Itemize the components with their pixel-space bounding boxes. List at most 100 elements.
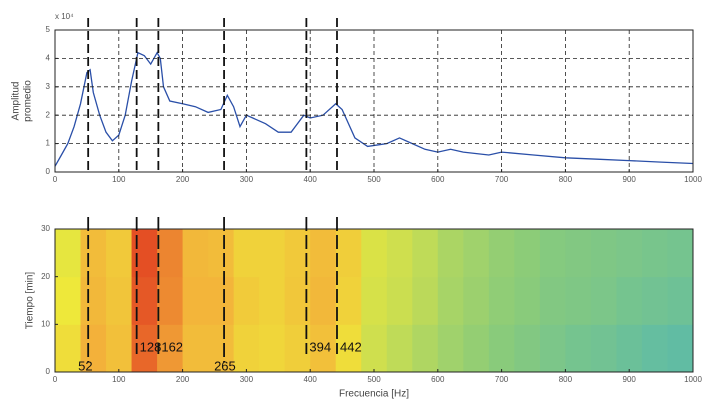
heat-cell [590, 229, 617, 278]
plot-frame [54, 29, 694, 173]
heat-cell [565, 229, 592, 278]
heat-cell [590, 324, 617, 373]
heat-cell [106, 276, 133, 325]
x-tick-label: 600 [431, 175, 445, 184]
heat-cell [259, 276, 286, 325]
heat-cell [514, 324, 541, 373]
heat-cell [361, 229, 388, 278]
heat-cell [335, 229, 362, 278]
x-tick-label: 900 [623, 375, 637, 384]
y-multiplier: x 10⁴ [55, 12, 74, 21]
heat-cell [80, 229, 107, 278]
heat-cell [641, 276, 668, 325]
heat-cell [616, 276, 643, 325]
marker-label: 442 [340, 339, 362, 354]
heat-cell [208, 276, 235, 325]
heat-cell [514, 276, 541, 325]
heat-cell [233, 324, 260, 373]
plot-frame [54, 228, 694, 373]
heat-cell [80, 276, 107, 325]
heat-cell [565, 324, 592, 373]
x-tick-label: 400 [304, 375, 318, 384]
heat-cell [437, 324, 464, 373]
heat-cell [335, 324, 362, 373]
heat-cell [412, 229, 439, 278]
marker-label: 162 [161, 339, 183, 354]
x-tick-label: 800 [559, 175, 573, 184]
heat-cell [463, 276, 490, 325]
x-tick-label: 300 [240, 375, 254, 384]
heat-cell [131, 229, 158, 278]
y-tick-label: 0 [46, 367, 51, 376]
heat-cell [55, 324, 82, 373]
heat-cell [310, 276, 337, 325]
heat-cell [386, 324, 413, 373]
heat-cell [106, 229, 133, 278]
heat-cell [208, 229, 235, 278]
marker-label: 52 [78, 358, 92, 373]
heat-cell [641, 324, 668, 373]
heat-cell [335, 276, 362, 325]
heat-cell [157, 324, 184, 373]
heat-cell [310, 229, 337, 278]
x-tick-label: 700 [495, 175, 509, 184]
y-axis-label: Amplitud [11, 82, 22, 121]
marker-label: 128 [140, 339, 162, 354]
marker-label: 394 [309, 339, 331, 354]
heat-cell [208, 324, 235, 373]
heat-cell [412, 324, 439, 373]
y-tick-label: 4 [46, 54, 51, 63]
y-tick-label: 20 [41, 272, 50, 281]
x-tick-label: 1000 [684, 175, 702, 184]
x-tick-label: 400 [304, 175, 318, 184]
heat-cell [539, 324, 566, 373]
heat-cell [565, 276, 592, 325]
heat-cell [157, 276, 184, 325]
heat-cell [259, 324, 286, 373]
x-tick-label: 0 [53, 375, 58, 384]
heat-cell [667, 276, 694, 325]
heat-cell [131, 276, 158, 325]
x-tick-label: 200 [176, 375, 190, 384]
y-axis-label: Tiempo [min] [25, 272, 36, 330]
heat-cell [412, 276, 439, 325]
heat-cell [106, 324, 133, 373]
x-axis-label: Frecuencia [Hz] [339, 389, 409, 400]
x-tick-label: 100 [112, 175, 126, 184]
heat-cell [437, 229, 464, 278]
x-tick-label: 600 [431, 375, 445, 384]
x-tick-label: 500 [367, 375, 381, 384]
x-tick-label: 0 [53, 175, 58, 184]
y-tick-label: 10 [41, 319, 50, 328]
heat-cell [488, 229, 515, 278]
x-tick-label: 300 [240, 175, 254, 184]
heat-cell [386, 229, 413, 278]
heat-cell [259, 229, 286, 278]
y-tick-label: 0 [46, 167, 51, 176]
heat-cell [80, 324, 107, 373]
x-tick-label: 800 [559, 375, 573, 384]
heat-cell [157, 229, 184, 278]
heat-cell [361, 324, 388, 373]
heat-cell [233, 276, 260, 325]
heat-cell [539, 229, 566, 278]
heat-cell [55, 276, 82, 325]
heat-cell [55, 229, 82, 278]
y-tick-label: 1 [46, 139, 51, 148]
heat-cell [361, 276, 388, 325]
heat-cell [437, 276, 464, 325]
heat-cell [488, 276, 515, 325]
heat-cell [182, 229, 209, 278]
y-axis-label: promedio [23, 80, 34, 122]
heat-cell [386, 276, 413, 325]
heat-cell [233, 229, 260, 278]
heat-cell [616, 324, 643, 373]
x-tick-label: 700 [495, 375, 509, 384]
heat-cell [667, 324, 694, 373]
heat-cell [310, 324, 337, 373]
heat-cell [590, 276, 617, 325]
x-tick-label: 500 [367, 175, 381, 184]
y-tick-label: 2 [46, 110, 51, 119]
marker-label: 265 [214, 358, 236, 373]
